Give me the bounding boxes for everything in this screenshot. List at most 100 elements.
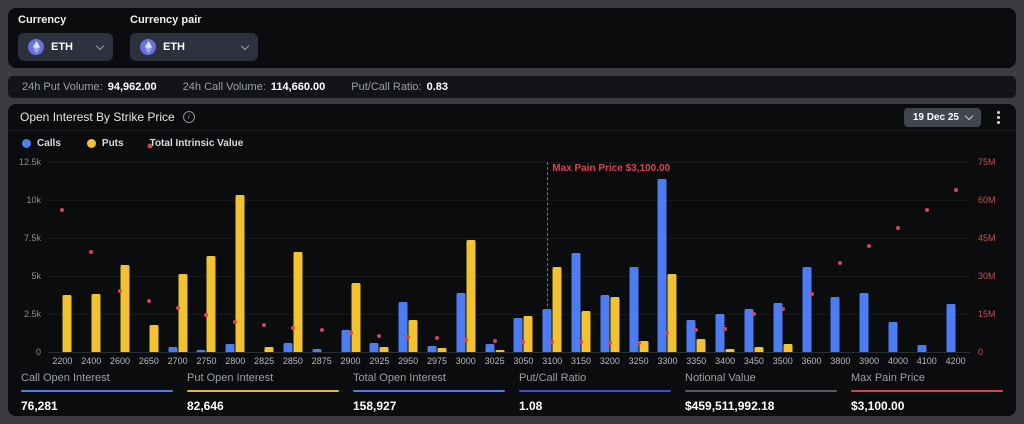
- intrinsic-value-dot: [809, 291, 814, 296]
- put-bar: [351, 282, 361, 352]
- bar-group-3050[interactable]: [513, 162, 534, 352]
- call-bar: [744, 308, 754, 352]
- chevron-down-icon: [964, 111, 974, 121]
- x-axis-tick: 3100: [542, 356, 563, 366]
- summary-label: Notional Value: [685, 372, 756, 384]
- bar-group-2200[interactable]: [52, 162, 73, 352]
- bar-group-2800[interactable]: [225, 162, 246, 352]
- summary-label: Total Open Interest: [353, 372, 446, 384]
- call-bar: [427, 345, 437, 352]
- currency-pair-dropdown[interactable]: ETH: [130, 33, 258, 61]
- legend-label: Total Intrinsic Value: [149, 138, 244, 149]
- bar-group-2950[interactable]: [398, 162, 419, 352]
- summary-accent-rule: [21, 390, 173, 392]
- x-axis-tick: 2875: [311, 356, 332, 366]
- bar-group-2700[interactable]: [167, 162, 188, 352]
- legend-item-calls[interactable]: Calls: [22, 138, 61, 149]
- bar-group-3300[interactable]: [657, 162, 678, 352]
- intrinsic-value-dot: [290, 325, 295, 330]
- summary-notional-value: Notional Value $459,511,992.18: [685, 372, 837, 413]
- put-bar: [754, 347, 764, 352]
- intrinsic-value-dot: [521, 339, 526, 344]
- summary-label: Put/Call Ratio: [519, 372, 587, 384]
- summary-value: 158,927: [353, 399, 397, 413]
- bar-group-4000[interactable]: [887, 162, 908, 352]
- y-axis-left-tick: 10k: [26, 195, 41, 205]
- bar-group-3025[interactable]: [484, 162, 505, 352]
- gridline: [48, 200, 970, 201]
- bar-group-2650[interactable]: [138, 162, 159, 352]
- x-axis-tick: 2600: [110, 356, 131, 366]
- bar-group-3400[interactable]: [715, 162, 736, 352]
- currency-pair-filter: Currency pair ETH: [130, 14, 258, 61]
- y-axis-left-tick: 12.5k: [18, 157, 41, 167]
- max-pain-line: [547, 162, 549, 352]
- put-bar: [725, 348, 735, 352]
- legend-swatch-icon: [147, 143, 153, 149]
- summary-value: $3,100.00: [851, 399, 905, 413]
- bar-group-2850[interactable]: [282, 162, 303, 352]
- bar-group-3800[interactable]: [830, 162, 851, 352]
- bar-group-2600[interactable]: [110, 162, 131, 352]
- y-axis-right-tick: 0: [978, 347, 984, 357]
- x-axis-tick: 3400: [715, 356, 736, 366]
- put-bar: [62, 295, 72, 352]
- bar-group-3150[interactable]: [571, 162, 592, 352]
- bar-group-3450[interactable]: [743, 162, 764, 352]
- kebab-menu-icon[interactable]: [997, 115, 1000, 119]
- expiry-date-dropdown[interactable]: 19 Dec 25: [903, 107, 981, 127]
- stat-item: 24h Put Volume: 94,962.00: [22, 81, 157, 93]
- summary-call-open-interest: Call Open Interest 76,281: [21, 372, 173, 413]
- summary-accent-rule: [519, 390, 671, 392]
- bar-group-4200[interactable]: [945, 162, 966, 352]
- bar-group-3900[interactable]: [859, 162, 880, 352]
- call-bar: [657, 178, 667, 352]
- legend-swatch-icon: [86, 139, 96, 148]
- x-axis-tick: 2850: [282, 356, 303, 366]
- intrinsic-value-dot: [636, 340, 641, 345]
- eth-icon: [140, 39, 156, 55]
- bar-group-3000[interactable]: [455, 162, 476, 352]
- bar-group-3200[interactable]: [599, 162, 620, 352]
- bar-group-2925[interactable]: [369, 162, 390, 352]
- bar-group-2975[interactable]: [426, 162, 447, 352]
- bar-group-2400[interactable]: [81, 162, 102, 352]
- bar-group-4100[interactable]: [916, 162, 937, 352]
- x-axis-tick: 3500: [772, 356, 793, 366]
- bar-group-3600[interactable]: [801, 162, 822, 352]
- x-axis-tick: 4100: [916, 356, 937, 366]
- bar-group-3500[interactable]: [772, 162, 793, 352]
- x-axis-tick: 2650: [138, 356, 159, 366]
- stat-value: 0.83: [426, 81, 449, 93]
- currency-dropdown[interactable]: ETH: [18, 33, 113, 61]
- intrinsic-value-dot: [751, 312, 756, 316]
- summary-put-call-ratio: Put/Call Ratio 1.08: [519, 372, 671, 413]
- info-icon[interactable]: i: [182, 111, 195, 123]
- open-interest-panel: Open Interest By Strike Price i 19 Dec 2…: [8, 104, 1016, 416]
- put-bar: [120, 265, 130, 352]
- call-bar: [715, 314, 725, 352]
- summary-accent-rule: [353, 390, 505, 392]
- currency-pair-value: ETH: [163, 41, 185, 53]
- bar-group-3250[interactable]: [628, 162, 649, 352]
- intrinsic-value-dot: [838, 261, 843, 266]
- bar-group-3350[interactable]: [686, 162, 707, 352]
- bar-group-2825[interactable]: [254, 162, 275, 352]
- call-bar: [686, 320, 696, 352]
- call-bar: [773, 303, 783, 352]
- bar-group-2750[interactable]: [196, 162, 217, 352]
- chart-header: Open Interest By Strike Price i 19 Dec 2…: [8, 104, 1016, 131]
- intrinsic-value-dot: [406, 334, 411, 339]
- summary-label: Max Pain Price: [851, 372, 925, 384]
- x-axis-tick: 3350: [686, 356, 707, 366]
- put-bar: [581, 310, 591, 352]
- legend-item-puts[interactable]: Puts: [86, 138, 124, 149]
- call-bar: [168, 347, 178, 352]
- summary-total-open-interest: Total Open Interest 158,927: [353, 372, 505, 413]
- bar-group-2875[interactable]: [311, 162, 332, 352]
- legend-item-total-intrinsic-value[interactable]: Total Intrinsic Value: [147, 138, 244, 149]
- call-bar: [485, 343, 495, 352]
- filters-panel: Currency ETH Currency pair ETH: [8, 8, 1016, 68]
- bar-group-2900[interactable]: [340, 162, 361, 352]
- bar-group-3100[interactable]: [542, 162, 563, 352]
